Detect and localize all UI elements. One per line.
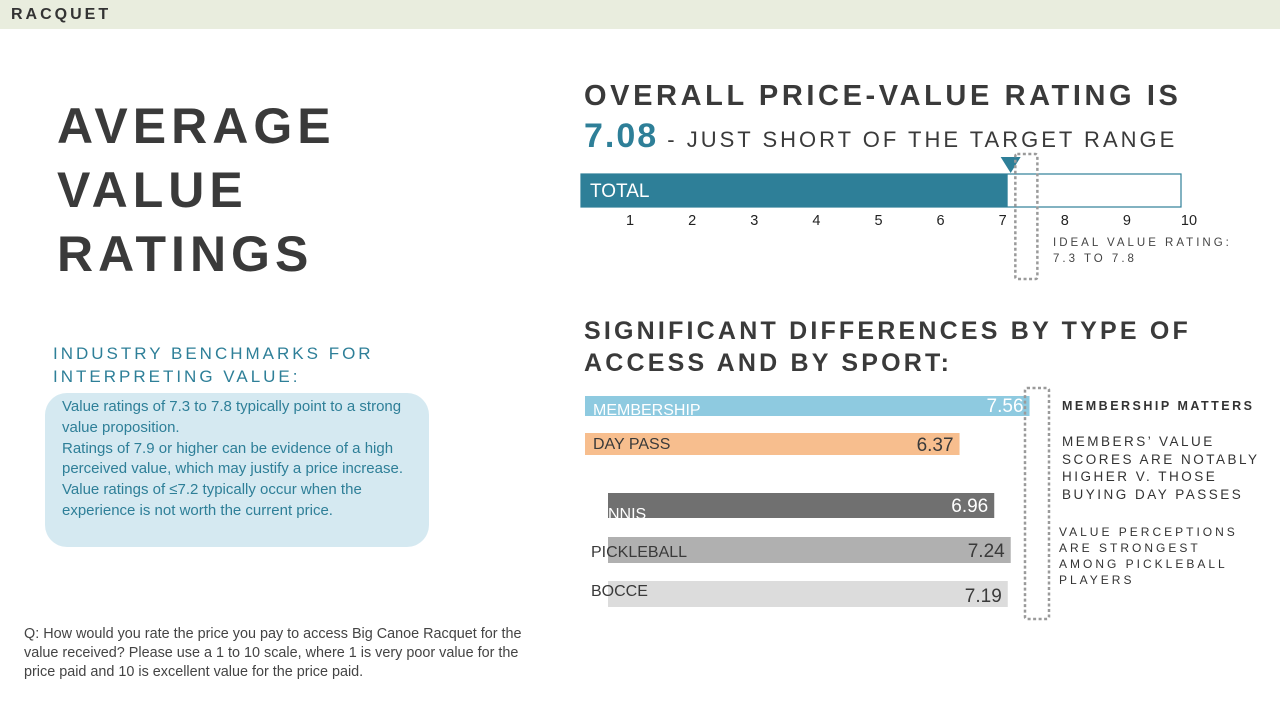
overall-subtitle: 7.08 - JUST SHORT OF THE TARGET RANGE — [584, 117, 1177, 156]
page-title-line: VALUE — [57, 162, 248, 218]
breakdown-bar-label: DAY PASS — [593, 436, 670, 453]
page-title-line: AVERAGE — [57, 98, 336, 154]
header-bar: RACQUET — [0, 0, 1280, 29]
page-title-line: RATINGS — [57, 226, 314, 282]
breakdown-bar-label: MEMBERSHIP — [593, 402, 701, 419]
ideal-range-label-line: 7.3 TO 7.8 — [1053, 253, 1137, 265]
breakdown-value-label: 7.24 — [968, 541, 1005, 562]
differences-title-line: ACCESS AND BY SPORT: — [584, 349, 953, 377]
benchmark-item: Value ratings of ≤7.2 typically occur wh… — [62, 481, 362, 519]
membership-callout-text: MEMBERS’ VALUE SCORES ARE NOTABLY HIGHER… — [1062, 434, 1260, 502]
ideal-range-label: IDEAL VALUE RATING: 7.3 TO 7.8 — [1053, 235, 1232, 267]
differences-title: SIGNIFICANT DIFFERENCES BY TYPE OF ACCES… — [584, 315, 1191, 379]
breakdown-value-label: 7.19 — [965, 586, 1002, 607]
x-tick-label: 4 — [812, 213, 820, 229]
x-tick-label: 2 — [688, 213, 696, 229]
benchmarks-heading: INDUSTRY BENCHMARKS FOR INTERPRETING VAL… — [53, 342, 374, 388]
x-tick-label: 6 — [937, 213, 945, 229]
overall-value: 7.08 — [584, 117, 659, 155]
breakdown-bar — [608, 493, 995, 518]
ideal-range-label-line: IDEAL VALUE RATING: — [1053, 237, 1232, 249]
overall-value-marker — [1000, 157, 1021, 173]
target-range-box — [1014, 152, 1039, 281]
benchmark-item: Ratings of 7.9 or higher can be evidence… — [62, 439, 403, 478]
benchmarks-box: Value ratings of 7.3 to 7.8 typically po… — [45, 393, 429, 547]
breakdown-bar — [585, 396, 1030, 416]
breakdown-bar — [608, 581, 1008, 607]
breakdown-bar — [585, 433, 960, 455]
breakdown-bar-label: PICKLEBALL — [591, 544, 687, 561]
x-tick-label: 5 — [874, 213, 882, 229]
x-tick-label: 7 — [999, 213, 1007, 229]
x-tick-label: 10 — [1181, 213, 1197, 229]
x-tick-label: 9 — [1123, 213, 1131, 229]
breakdown-target-range-box — [1023, 386, 1051, 621]
x-tick-label: 3 — [750, 213, 758, 229]
membership-callout-heading: MEMBERSHIP MATTERS — [1062, 399, 1255, 413]
page-title: AVERAGE VALUE RATINGS — [57, 94, 336, 286]
overall-title: OVERALL PRICE-VALUE RATING IS — [584, 80, 1182, 112]
breakdown-value-label: 7.56 — [987, 396, 1024, 417]
breakdown-value-label: 6.96 — [951, 496, 988, 517]
brand-label: RACQUET — [11, 6, 112, 23]
overall-bar-label: TOTAL — [590, 181, 649, 202]
breakdown-value-label: 6.37 — [917, 435, 954, 456]
benchmarks-heading-line: INTERPRETING VALUE: — [53, 367, 301, 386]
pickleball-callout-text: VALUE PERCEPTIONS ARE STRONGEST AMONG PI… — [1059, 525, 1238, 587]
x-tick-label: 1 — [626, 213, 634, 229]
differences-title-line: SIGNIFICANT DIFFERENCES BY TYPE OF — [584, 317, 1191, 345]
x-tick-label: 8 — [1061, 213, 1069, 229]
overall-subtitle-text: - JUST SHORT OF THE TARGET RANGE — [658, 127, 1178, 152]
benchmark-item: Value ratings of 7.3 to 7.8 typically po… — [62, 398, 402, 436]
breakdown-bar-label: NNIS — [608, 506, 646, 523]
benchmarks-heading-line: INDUSTRY BENCHMARKS FOR — [53, 344, 374, 363]
survey-question-footnote: Q: How would you rate the price you pay … — [24, 626, 522, 680]
breakdown-bar-label: BOCCE — [591, 583, 648, 600]
breakdown-bar — [608, 537, 1011, 563]
overall-bar — [581, 174, 1008, 207]
